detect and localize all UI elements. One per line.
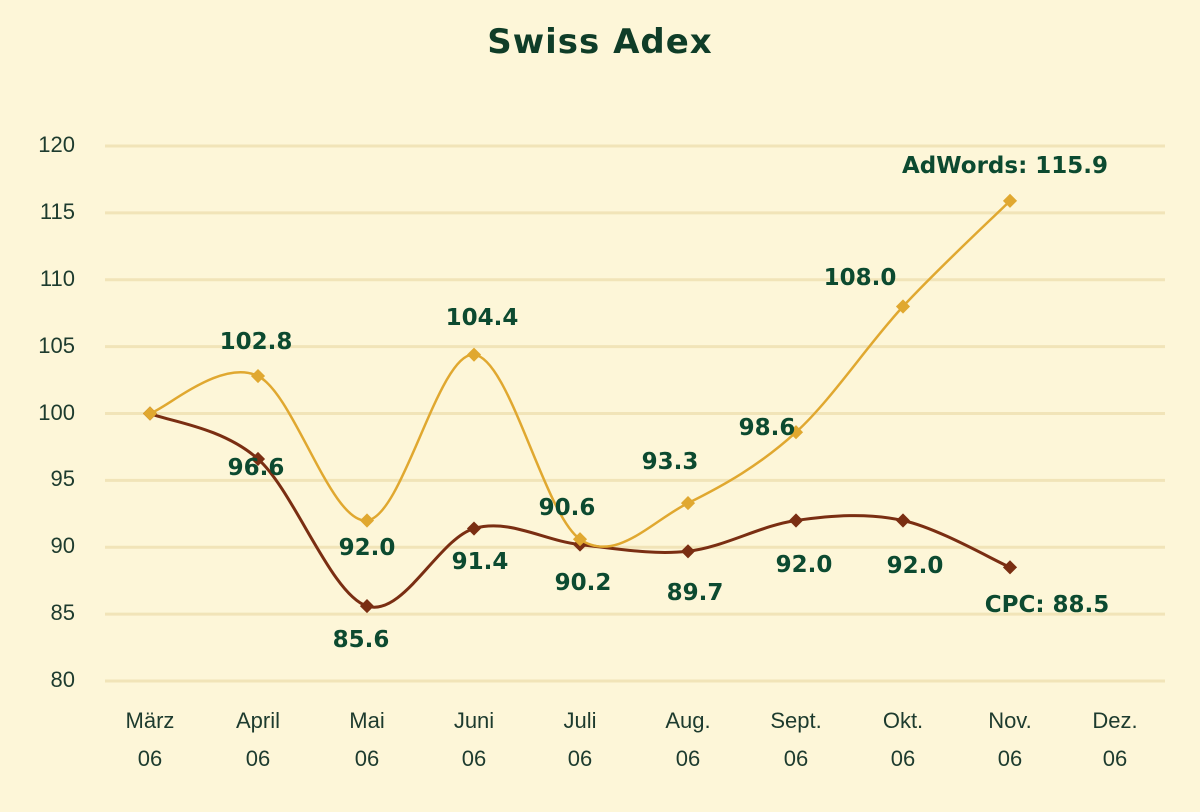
x-tick-year: 06 xyxy=(997,746,1023,771)
adwords-marker xyxy=(250,368,266,384)
x-tick-year: 06 xyxy=(461,746,487,771)
adwords-data-label: 102.8 xyxy=(219,329,293,355)
x-tick-year: 06 xyxy=(890,746,916,771)
x-tick-label: Juli 06 xyxy=(535,702,625,778)
cpc-data-label: 91.4 xyxy=(451,549,509,575)
x-tick-label: Mai 06 xyxy=(322,702,412,778)
adwords-marker xyxy=(1002,193,1018,208)
x-tick-label: Juni 06 xyxy=(429,702,519,778)
adwords-marker xyxy=(466,347,482,362)
y-tick-label: 120 xyxy=(38,132,75,157)
x-tick-month: Okt. xyxy=(882,708,924,733)
cpc-marker xyxy=(680,544,696,559)
y-tick-label: 90 xyxy=(50,533,75,559)
adwords-data-label: 90.6 xyxy=(538,495,596,521)
y-tick-label: 95 xyxy=(50,466,75,492)
adwords-marker xyxy=(142,406,158,421)
adwords-line xyxy=(149,199,1011,548)
cpc-end-label: CPC: 88.5 xyxy=(984,592,1110,618)
y-tick-label: 85 xyxy=(50,600,75,626)
x-tick-year: 06 xyxy=(675,746,701,771)
adwords-marker xyxy=(572,532,588,547)
cpc-marker xyxy=(250,451,266,467)
x-tick-year: 06 xyxy=(567,746,593,771)
adwords-end-label: AdWords: 115.9 xyxy=(901,153,1109,179)
x-tick-label: Nov. 06 xyxy=(965,702,1055,778)
x-tick-label: Okt. 06 xyxy=(858,702,948,778)
x-tick-month: Sept. xyxy=(770,708,822,733)
x-tick-label: Dez. 06 xyxy=(1070,702,1160,778)
cpc-line xyxy=(149,412,1011,609)
adwords-marker xyxy=(788,425,804,440)
y-tick-label: 115 xyxy=(39,198,75,224)
cpc-data-label: 92.0 xyxy=(886,553,944,579)
cpc-marker xyxy=(359,599,375,614)
cpc-marker xyxy=(788,513,804,528)
x-tick-year: 06 xyxy=(354,746,380,771)
cpc-data-label: 92.0 xyxy=(775,552,833,578)
y-tick-label: 110 xyxy=(39,265,75,291)
x-tick-month: April xyxy=(235,708,280,733)
x-tick-year: 06 xyxy=(783,746,809,771)
adwords-marker xyxy=(895,299,911,314)
x-tick-label: Aug. 06 xyxy=(643,702,733,778)
adwords-data-label: 93.3 xyxy=(641,449,699,475)
x-tick-month: März xyxy=(125,708,175,733)
y-tick-label: 80 xyxy=(50,667,75,692)
adwords-data-label: 92.0 xyxy=(338,535,396,561)
x-tick-month: Dez. xyxy=(1092,708,1138,733)
adwords-data-label: 104.4 xyxy=(445,305,519,331)
cpc-data-label: 90.2 xyxy=(554,570,612,596)
adwords-data-label: 98.6 xyxy=(738,415,796,441)
x-tick-year: 06 xyxy=(137,746,163,771)
x-tick-month: Juli xyxy=(563,708,597,733)
x-tick-label: März 06 xyxy=(105,702,195,778)
cpc-marker xyxy=(1002,560,1018,575)
y-tick-label: 105 xyxy=(38,332,75,358)
x-tick-year: 06 xyxy=(245,746,271,771)
x-tick-label: Sept. 06 xyxy=(751,702,841,778)
x-tick-month: Mai xyxy=(349,708,385,733)
cpc-marker xyxy=(466,521,482,536)
cpc-data-label: 85.6 xyxy=(332,627,390,653)
adwords-data-label: 108.0 xyxy=(823,265,897,291)
x-tick-label: April 06 xyxy=(213,702,303,778)
chart-title: Swiss Adex xyxy=(487,22,713,62)
y-tick-label: 100 xyxy=(38,399,75,425)
x-tick-month: Aug. xyxy=(665,708,711,733)
cpc-data-label: 89.7 xyxy=(666,580,724,606)
x-tick-year: 06 xyxy=(1102,746,1128,771)
x-tick-month: Nov. xyxy=(988,708,1032,733)
adwords-marker xyxy=(359,513,375,528)
x-tick-month: Juni xyxy=(453,708,495,733)
cpc-data-label: 96.6 xyxy=(227,455,285,481)
adwords-marker xyxy=(680,496,696,511)
cpc-marker xyxy=(895,513,911,528)
